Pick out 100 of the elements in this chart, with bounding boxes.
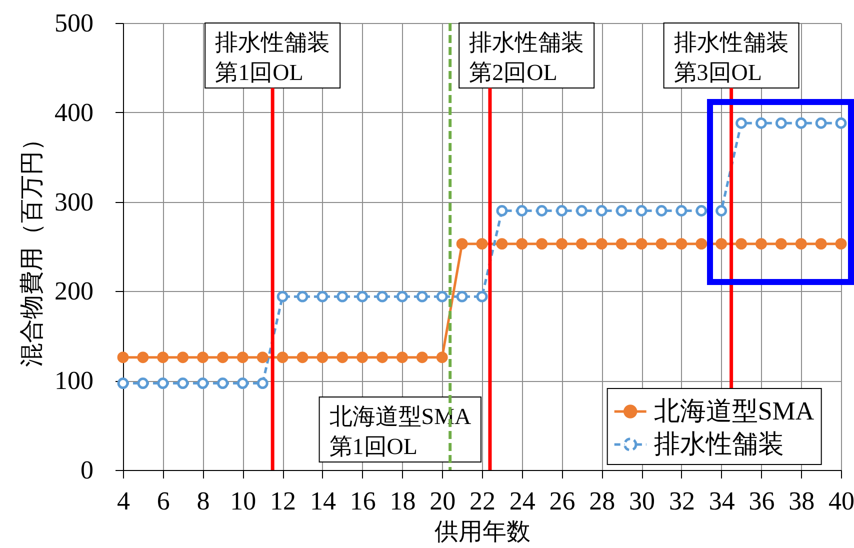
y-tick-label: 400 [54,98,94,127]
point [696,238,708,250]
point [736,117,747,129]
point [217,378,228,389]
point [456,238,468,250]
point [835,238,847,250]
point [716,205,728,216]
point [616,205,628,216]
point [356,290,368,302]
point [356,352,368,364]
x-tick-label: 8 [196,486,210,516]
point [117,352,129,364]
y-tick-label: 200 [54,276,94,306]
point [536,205,548,216]
point [276,290,288,302]
point [636,205,648,216]
point [556,205,568,216]
point [536,238,548,250]
point [656,238,668,250]
point [137,352,149,364]
point [756,238,767,250]
legend-label: 排水性舗装 [654,430,784,458]
legend-label: 北海道型SMA [654,396,814,426]
point [576,205,588,216]
point [217,352,228,364]
point [336,290,348,302]
point [456,290,468,302]
x-tick-label: 26 [549,486,576,516]
ref-line-label: 排水性舗装第3回OL [674,30,789,85]
y-tick-label: 100 [54,366,94,396]
point [256,352,268,364]
point [177,352,189,364]
point [636,238,648,250]
point [516,205,528,216]
point [476,238,488,250]
y-tick-label: 500 [54,8,94,38]
point [616,238,628,250]
point [496,238,508,250]
point [177,378,189,389]
point [815,238,827,250]
point [676,238,688,250]
x-tick-label: 22 [470,486,496,516]
point [376,290,388,302]
x-tick-label: 6 [156,486,170,516]
point [596,238,608,250]
point [676,205,688,216]
x-tick-label: 34 [708,486,735,516]
point [236,378,248,389]
point [716,238,728,250]
x-tick-label: 20 [430,486,456,516]
point [736,238,747,250]
x-tick-label: 4 [117,486,130,516]
point [396,290,408,302]
point [157,352,169,364]
point [296,290,308,302]
point [835,117,847,129]
point [496,205,508,216]
point [256,378,268,389]
x-axis-title: 供用年数 [434,520,530,546]
point [436,352,448,364]
point [416,290,428,302]
x-tick-label: 12 [270,486,296,516]
point [157,378,169,389]
x-tick-label: 18 [390,486,416,516]
point [416,352,428,364]
y-tick-label: 0 [80,456,94,484]
point [197,378,208,389]
x-tick-label: 32 [668,486,695,516]
point [197,352,208,364]
point [596,205,608,216]
point [795,117,807,129]
point [756,117,767,129]
x-tick-label: 24 [509,486,536,516]
x-tick-label: 28 [589,486,616,516]
point [316,352,328,364]
y-tick-label: 300 [54,187,94,216]
point [775,117,787,129]
point [137,378,149,389]
point [775,238,787,250]
x-tick-label: 16 [350,486,376,516]
x-tick-label: 30 [629,486,656,516]
x-tick-label: 38 [788,486,815,516]
point [795,238,807,250]
point [376,352,388,364]
point [396,352,408,364]
x-tick-label: 10 [230,486,256,516]
point [696,205,708,216]
x-tick-label: 14 [310,486,336,516]
ref-line-label: 排水性舗装第2回OL [469,30,584,85]
point [815,117,827,129]
point [236,352,248,364]
point [296,352,308,364]
point [436,290,448,302]
x-tick-label: 40 [828,486,854,516]
ref-line-label: 排水性舗装第1回OL [215,30,330,85]
y-axis-title: 混合物費用（百万円） [20,127,46,367]
point [556,238,568,250]
point [476,290,488,302]
point [656,205,668,216]
point [117,378,129,389]
